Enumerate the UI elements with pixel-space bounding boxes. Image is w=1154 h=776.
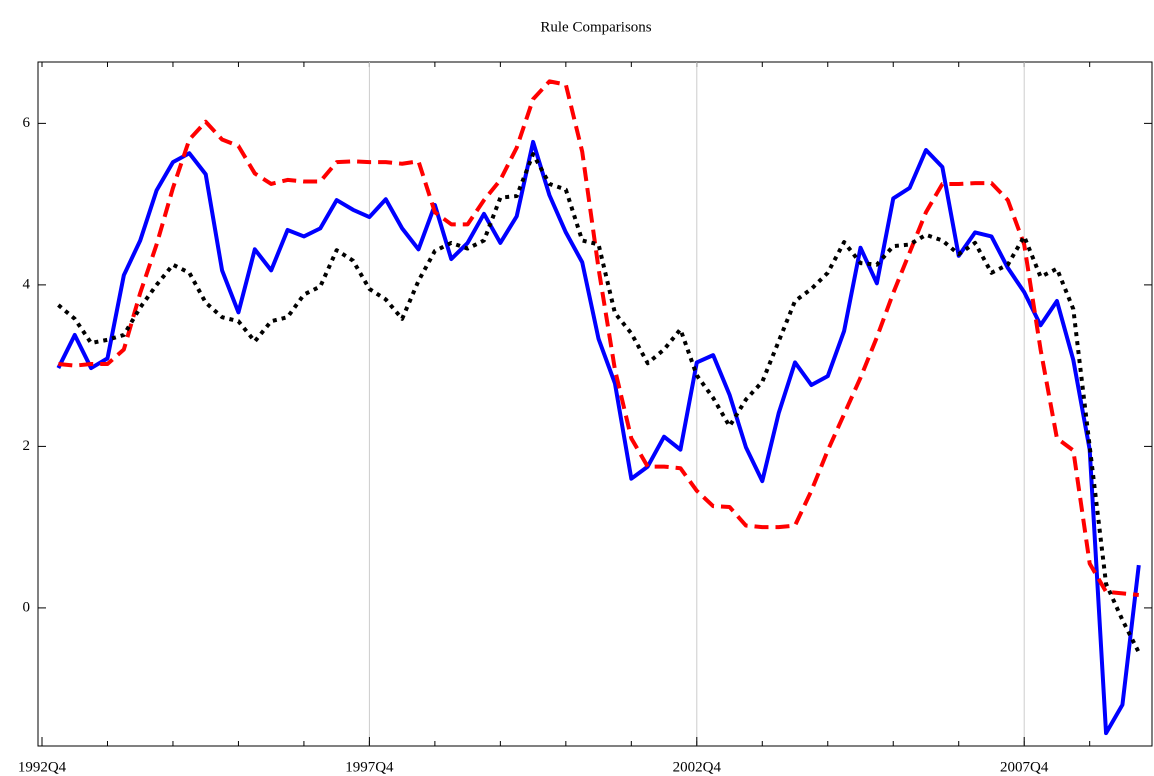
x-tick-label: 1992Q4	[18, 759, 67, 775]
x-tick-label: 2007Q4	[1000, 759, 1049, 775]
x-tick-label: 1997Q4	[345, 759, 394, 775]
y-tick-label: 6	[23, 115, 31, 131]
y-tick-label: 2	[23, 438, 31, 454]
x-tick-label: 2002Q4	[673, 759, 722, 775]
plot-frame	[37, 61, 1153, 747]
series-line	[56, 139, 1141, 736]
y-tick-label: 0	[23, 599, 31, 615]
series-line	[57, 152, 1141, 654]
y-tick-label: 4	[23, 276, 31, 292]
series-line	[58, 79, 1139, 597]
chart-title: Rule Comparisons	[540, 19, 651, 35]
